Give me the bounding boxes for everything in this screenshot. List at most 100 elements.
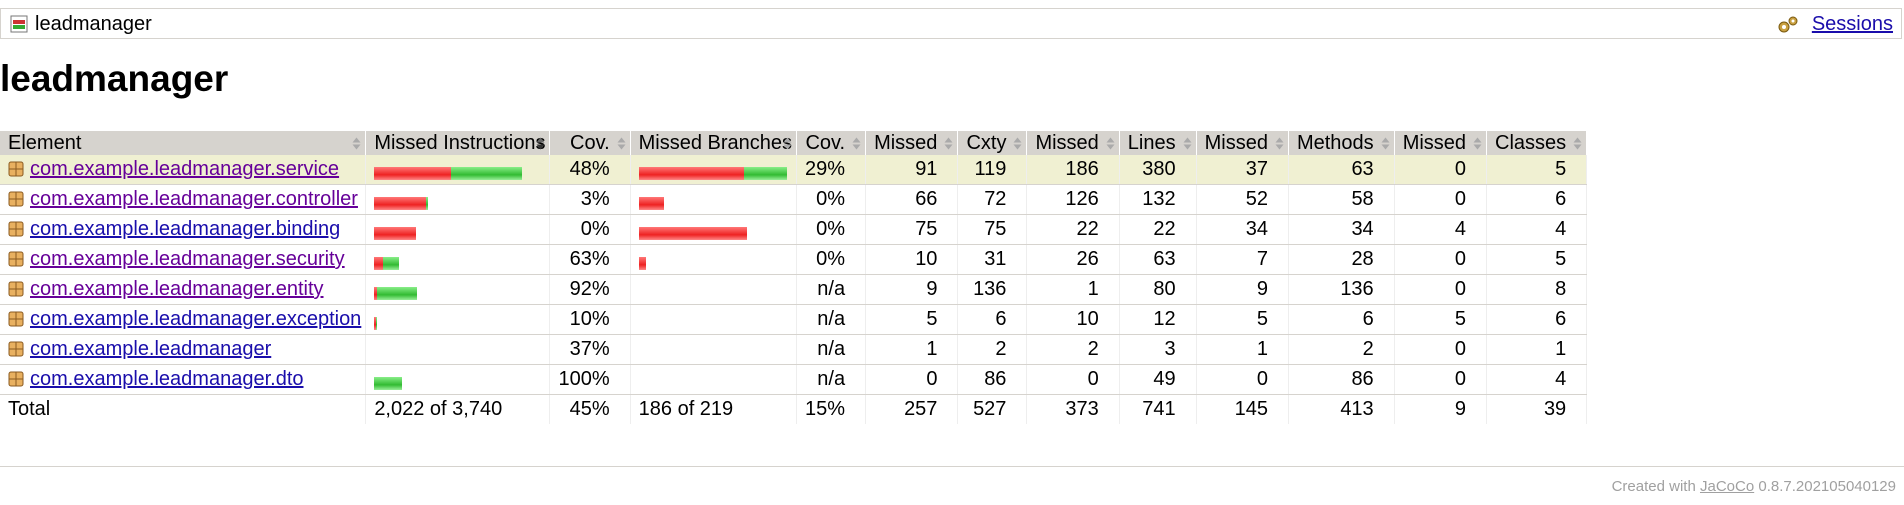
total-classes: 39 <box>1486 394 1588 424</box>
package-link[interactable]: com.example.leadmanager.dto <box>30 368 304 390</box>
header-missed-branches[interactable]: Missed Branches <box>630 131 798 155</box>
header-methods-missed[interactable]: Missed <box>1196 131 1289 155</box>
header-branch-cov[interactable]: Cov. <box>796 131 867 155</box>
footer-prefix: Created with <box>1611 478 1696 495</box>
classes-cell: 4 <box>1486 364 1588 395</box>
package-link[interactable]: com.example.leadmanager.binding <box>30 218 341 240</box>
sort-icon <box>944 137 953 150</box>
branches-missed-bar <box>638 257 647 271</box>
instructions-coverage-bar <box>374 253 400 271</box>
sort-icon <box>1473 137 1482 150</box>
header-classes[interactable]: Classes <box>1486 131 1588 155</box>
classes-missed-cell: 0 <box>1394 334 1488 365</box>
branches-bar-cell <box>630 334 798 365</box>
total-branch-cov: 15% <box>796 394 867 424</box>
methods-cell: 6 <box>1288 304 1395 335</box>
sort-icon <box>852 137 861 150</box>
table-header: Element Missed Instructions Cov. Missed Bra… <box>0 131 1588 155</box>
package-icon <box>8 161 24 177</box>
classes-missed-cell: 0 <box>1394 364 1488 395</box>
instructions-coverage-bar <box>374 223 416 241</box>
header-label: Missed <box>1035 131 1099 154</box>
header-label: Cov. <box>805 131 846 154</box>
cxty-missed-cell: 75 <box>865 214 959 245</box>
lines-missed-cell: 22 <box>1026 214 1120 245</box>
methods-missed-cell: 7 <box>1196 244 1289 275</box>
package-link[interactable]: com.example.leadmanager.security <box>30 248 345 270</box>
sort-icon <box>1381 137 1390 150</box>
total-classes-missed: 9 <box>1394 394 1488 424</box>
lines-missed-cell: 126 <box>1026 184 1120 215</box>
package-link[interactable]: com.example.leadmanager.exception <box>30 308 362 330</box>
lines-cell: 3 <box>1119 334 1197 365</box>
instr-cov-cell: 37% <box>549 334 631 365</box>
instructions-missed-bar <box>374 287 378 301</box>
branch-cov-cell: n/a <box>796 304 867 335</box>
methods-cell: 34 <box>1288 214 1395 245</box>
instructions-covered-bar <box>383 257 400 271</box>
cxty-cell: 2 <box>957 334 1028 365</box>
header-cxty[interactable]: Cxty <box>957 131 1028 155</box>
package-link[interactable]: com.example.leadmanager.controller <box>30 188 358 210</box>
instructions-missed-bar <box>374 197 427 211</box>
element-cell: com.example.leadmanager <box>0 334 367 365</box>
table-row: com.example.leadmanager.service 48% 29% 91 1… <box>0 155 1588 185</box>
methods-missed-cell: 0 <box>1196 364 1289 395</box>
branches-bar-cell <box>630 184 798 215</box>
header-lines-missed[interactable]: Missed <box>1026 131 1120 155</box>
header-methods[interactable]: Methods <box>1288 131 1395 155</box>
header-instr-cov[interactable]: Cov. <box>549 131 631 155</box>
header-label: Missed Branches <box>638 131 793 154</box>
sessions-link[interactable]: Sessions <box>1811 13 1893 35</box>
methods-cell: 28 <box>1288 244 1395 275</box>
instructions-bar-cell <box>365 214 551 245</box>
lines-missed-cell: 26 <box>1026 244 1120 275</box>
breadcrumb-title: leadmanager <box>35 13 152 35</box>
lines-missed-cell: 0 <box>1026 364 1120 395</box>
methods-missed-cell: 34 <box>1196 214 1289 245</box>
classes-cell: 6 <box>1486 184 1588 215</box>
instructions-bar-cell <box>365 364 551 395</box>
header-label: Classes <box>1495 131 1567 154</box>
header-cxty-missed[interactable]: Missed <box>865 131 959 155</box>
table-body: com.example.leadmanager.service 48% 29% 91 1… <box>0 155 1588 395</box>
instructions-bar-cell <box>365 274 551 305</box>
cxty-cell: 86 <box>957 364 1028 395</box>
header-label: Missed Instructions <box>374 131 546 154</box>
jacoco-link[interactable]: JaCoCo <box>1699 478 1755 495</box>
instr-cov-cell: 100% <box>549 364 631 395</box>
cxty-missed-cell: 9 <box>865 274 959 305</box>
sort-icon <box>1183 137 1192 150</box>
classes-missed-cell: 4 <box>1394 214 1488 245</box>
header-label: Missed <box>874 131 938 154</box>
instructions-covered-bar <box>426 197 428 211</box>
methods-cell: 58 <box>1288 184 1395 215</box>
table-row: com.example.leadmanager.controller 3% 0% 66… <box>0 184 1588 215</box>
header-element[interactable]: Element <box>0 131 367 155</box>
report-icon <box>10 15 28 33</box>
branches-bar-cell <box>630 214 798 245</box>
methods-missed-cell: 1 <box>1196 334 1289 365</box>
lines-cell: 49 <box>1119 364 1197 395</box>
classes-missed-cell: 0 <box>1394 155 1488 185</box>
branches-covered-bar <box>743 167 787 181</box>
package-link[interactable]: com.example.leadmanager.entity <box>30 278 324 300</box>
element-cell: com.example.leadmanager.service <box>0 155 367 185</box>
package-icon <box>8 281 24 297</box>
instructions-missed-bar <box>374 257 384 271</box>
package-link[interactable]: com.example.leadmanager.service <box>30 158 340 180</box>
header-classes-missed[interactable]: Missed <box>1394 131 1488 155</box>
header-lines[interactable]: Lines <box>1119 131 1197 155</box>
instructions-coverage-bar <box>374 193 428 211</box>
methods-missed-cell: 5 <box>1196 304 1289 335</box>
table-row: com.example.leadmanager.dto 100% n/a 0 86 0 49… <box>0 364 1588 395</box>
element-cell: com.example.leadmanager.controller <box>0 184 367 215</box>
instructions-bar-cell <box>365 304 551 335</box>
methods-missed-cell: 37 <box>1196 155 1289 185</box>
package-link[interactable]: com.example.leadmanager <box>30 338 272 360</box>
classes-missed-cell: 5 <box>1394 304 1488 335</box>
cxty-cell: 72 <box>957 184 1028 215</box>
instr-cov-cell: 63% <box>549 244 631 275</box>
header-missed-instructions[interactable]: Missed Instructions <box>365 131 551 155</box>
lines-missed-cell: 1 <box>1026 274 1120 305</box>
